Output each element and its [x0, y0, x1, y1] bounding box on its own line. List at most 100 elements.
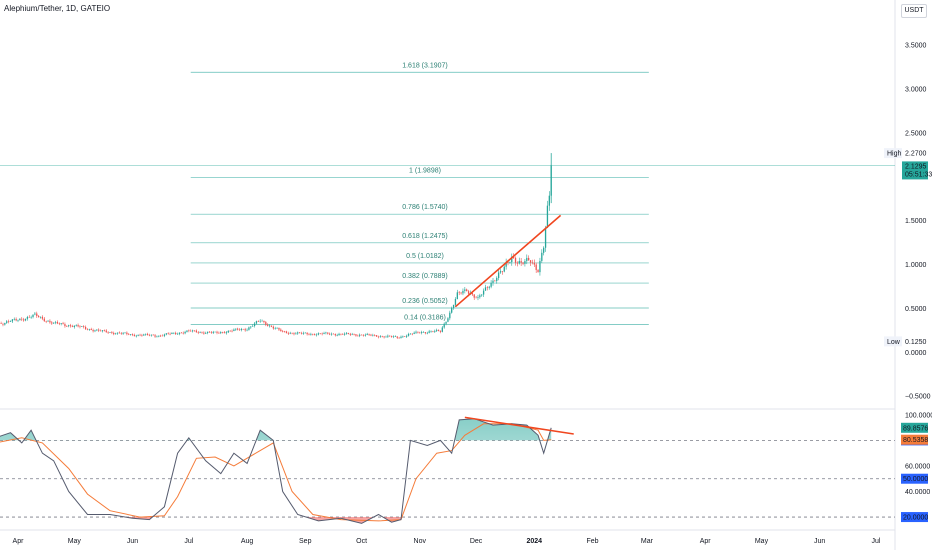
candle — [165, 333, 167, 336]
fib-level-label: 0.236 (0.5052) — [402, 298, 448, 305]
candle-body — [298, 332, 301, 333]
candle — [109, 332, 111, 333]
candle-body — [118, 332, 121, 334]
candle — [11, 319, 14, 324]
candle — [133, 333, 136, 337]
candle-body — [329, 333, 331, 335]
candle-body — [405, 335, 408, 337]
candle-body — [64, 324, 66, 327]
candle — [212, 330, 214, 335]
candle — [88, 328, 91, 331]
time-axis-tick: Jun — [127, 538, 138, 545]
currency-button[interactable]: USDT — [901, 4, 927, 18]
candle-body — [411, 333, 413, 335]
candle — [43, 317, 45, 322]
candle-body — [430, 331, 432, 332]
candle — [257, 320, 259, 323]
rsi-axis-tick: 60.0000 — [905, 463, 930, 470]
candle — [37, 315, 40, 318]
candle-body — [415, 331, 417, 333]
candle — [349, 332, 351, 337]
rsi-level-badge — [901, 473, 928, 484]
candle-body — [520, 260, 522, 263]
time-axis-tick: Nov — [414, 538, 427, 545]
candle-body — [272, 326, 274, 329]
candle — [229, 330, 231, 332]
candle-body — [0, 323, 2, 324]
candle-body — [340, 333, 342, 335]
candle — [9, 320, 12, 322]
candle — [394, 335, 397, 337]
candle-body — [372, 335, 374, 336]
candle-body — [167, 333, 169, 334]
candle — [396, 336, 398, 339]
candle-body — [334, 334, 336, 336]
candle-body — [308, 334, 310, 335]
candle-body — [212, 331, 214, 333]
candle — [0, 321, 2, 325]
candle-body — [116, 332, 119, 334]
candle-body — [490, 282, 492, 287]
candle-body — [2, 323, 4, 325]
candle-body — [41, 316, 44, 319]
candle-body — [518, 260, 520, 264]
candle-body — [51, 322, 53, 324]
candle — [137, 334, 139, 337]
time-axis-tick: Oct — [356, 538, 367, 545]
candle-body — [141, 335, 143, 336]
candle — [49, 319, 51, 324]
candle-body — [17, 320, 19, 321]
candle-body — [327, 332, 329, 334]
candle-body — [464, 289, 466, 291]
candle — [441, 325, 443, 333]
candle-body — [439, 330, 442, 332]
candle — [180, 331, 182, 334]
rsi-slow-badge — [901, 434, 928, 445]
candle — [544, 225, 547, 252]
candle — [439, 330, 442, 334]
candle — [334, 333, 336, 337]
candle-body — [103, 330, 106, 331]
candle-body — [362, 334, 365, 336]
candle — [360, 334, 363, 336]
candle-body — [19, 318, 21, 321]
candle-body — [68, 325, 70, 327]
candle — [221, 331, 224, 334]
fib-level-label: 1.618 (3.1907) — [402, 62, 448, 69]
candle — [526, 254, 528, 265]
candle-body — [261, 320, 263, 322]
candle — [248, 326, 250, 331]
candle-body — [409, 333, 412, 335]
candle — [364, 333, 366, 337]
candle-body — [441, 327, 443, 332]
candle — [210, 330, 213, 334]
candle — [237, 327, 239, 331]
candle-body — [214, 331, 216, 333]
candle-body — [392, 336, 395, 338]
candle-body — [124, 332, 126, 334]
candle — [499, 268, 502, 274]
candle — [505, 258, 507, 270]
candle — [175, 331, 177, 335]
candle-body — [62, 323, 64, 325]
candle — [428, 329, 430, 334]
candle-body — [422, 332, 425, 333]
fib-level-label: 1 (1.9898) — [409, 168, 441, 175]
candle — [71, 324, 74, 328]
candle-body — [484, 287, 487, 291]
candle — [92, 328, 94, 333]
candle-body — [360, 334, 363, 336]
price-axis-tick: 2.5000 — [905, 130, 927, 137]
candle-body — [342, 334, 344, 335]
candle — [120, 332, 122, 335]
rsi-fast-value: 89.8576 — [903, 425, 928, 432]
candle — [541, 249, 543, 263]
candle-body — [443, 323, 445, 328]
candle-body — [383, 336, 385, 338]
candle — [201, 331, 203, 334]
rsi-level-badge — [901, 512, 928, 523]
candle — [497, 269, 500, 281]
candle-body — [165, 333, 167, 335]
candle-body — [278, 327, 280, 330]
candle — [432, 330, 434, 333]
